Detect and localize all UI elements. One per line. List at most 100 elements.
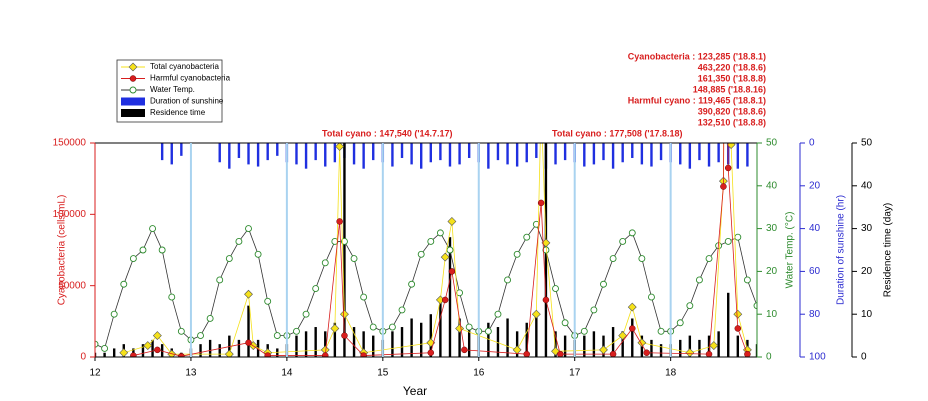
legend-swatch [121, 97, 145, 106]
marker [360, 293, 368, 301]
y-tick-label: 0 [80, 352, 86, 363]
marker [177, 327, 185, 335]
bar [659, 143, 663, 161]
series-line [133, 143, 748, 357]
marker [158, 246, 166, 254]
y2-tick-label: 20 [766, 266, 778, 277]
bar [736, 143, 740, 169]
marker [417, 250, 425, 258]
bar [506, 143, 509, 165]
y3-axis-title: Duration of sunshine (hr) [836, 195, 847, 305]
bar [352, 327, 356, 357]
marker [643, 349, 650, 356]
marker [130, 352, 137, 357]
bar [420, 143, 423, 169]
marker [512, 345, 522, 355]
legend-marker [128, 62, 138, 72]
bar [420, 322, 423, 357]
bar [314, 327, 317, 357]
marker [336, 218, 343, 225]
bar [448, 237, 452, 357]
marker [101, 344, 109, 352]
bar [160, 344, 164, 357]
bar [707, 335, 711, 357]
y3-tick-label: 80 [809, 309, 821, 320]
marker [143, 341, 153, 351]
legend-label: Residence time [150, 108, 206, 117]
legend-label: Harmful cyanobacteria [150, 74, 231, 83]
marker [619, 237, 627, 245]
x-tick-label: 13 [185, 368, 197, 379]
y-tick-label: 50000 [58, 280, 86, 291]
y3-tick-label: 40 [809, 223, 821, 234]
bar [592, 143, 596, 165]
marker [398, 306, 406, 314]
y3-tick-label: 100 [809, 352, 826, 363]
y4-tick-label: 40 [861, 180, 873, 191]
marker [733, 309, 743, 319]
bar [439, 143, 442, 161]
y2-tick-label: 30 [766, 223, 778, 234]
marker [484, 327, 492, 335]
marker [494, 310, 502, 318]
marker [709, 341, 719, 351]
marker [152, 331, 162, 341]
marker [537, 199, 545, 207]
bar [621, 331, 624, 357]
bar [333, 143, 337, 163]
marker [552, 285, 559, 292]
bar [535, 314, 538, 357]
bar [333, 322, 337, 357]
bar [362, 143, 365, 169]
bar [698, 339, 701, 357]
bar [650, 339, 653, 357]
marker [638, 255, 646, 263]
bar [592, 331, 596, 357]
marker [695, 276, 703, 284]
bar [276, 348, 279, 357]
marker [705, 255, 713, 263]
y4-tick-label: 10 [861, 309, 873, 320]
y3-tick-label: 60 [809, 266, 821, 277]
note: Cyanobacteria : 123,285 ('18.8.1) [628, 51, 766, 61]
marker [504, 276, 512, 284]
marker [590, 306, 598, 314]
bar [583, 143, 586, 167]
bar [755, 344, 757, 357]
bar [554, 331, 557, 357]
marker [657, 327, 665, 335]
x-tick-label: 18 [665, 368, 677, 379]
marker [302, 310, 310, 318]
marker [110, 310, 118, 318]
marker [743, 276, 751, 284]
marker [685, 348, 695, 357]
bar [506, 318, 509, 357]
marker [322, 352, 329, 357]
legend-swatch [121, 109, 145, 117]
bar [621, 143, 624, 163]
bar [304, 331, 308, 357]
bar [525, 143, 528, 163]
bar [400, 143, 404, 158]
marker [542, 296, 550, 304]
marker [95, 340, 99, 348]
marker [149, 225, 157, 233]
bar [707, 143, 711, 167]
annotation: Total cyano : 147,540 ('14.7.17) [322, 128, 453, 138]
bar [256, 339, 260, 357]
marker [139, 246, 147, 254]
bar [103, 352, 106, 357]
bar [467, 143, 471, 158]
bar [160, 143, 164, 161]
marker [648, 293, 655, 301]
bar [410, 143, 413, 165]
bar [372, 335, 375, 357]
marker [330, 324, 340, 333]
bar [400, 327, 404, 357]
marker [744, 350, 751, 357]
marker [456, 289, 464, 297]
bar [324, 331, 327, 357]
bar [180, 143, 183, 156]
marker [154, 346, 161, 354]
bar [247, 305, 250, 357]
